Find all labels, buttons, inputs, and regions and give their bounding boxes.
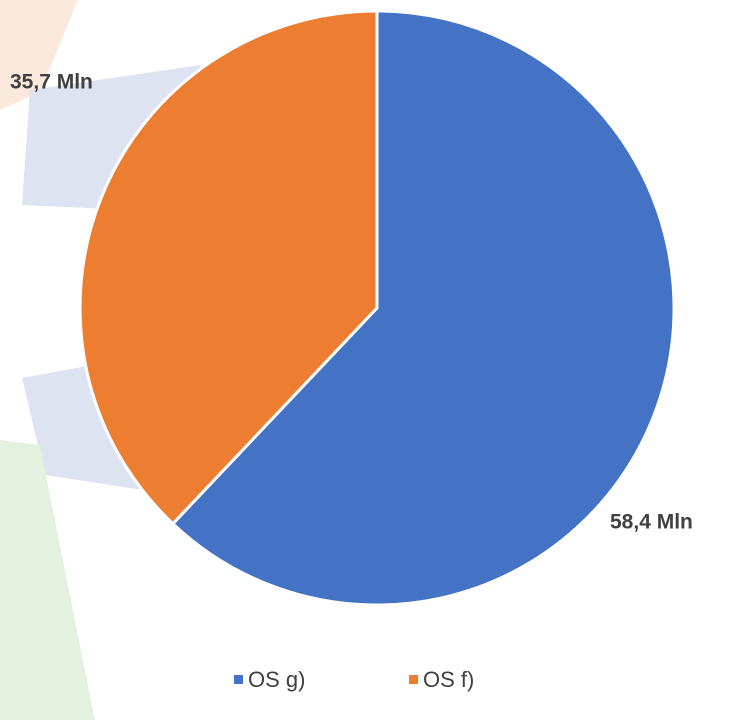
legend-swatch: [234, 675, 243, 684]
background-shape: [0, 440, 95, 720]
legend-label: OS f): [423, 667, 474, 692]
legend-label: OS g): [248, 667, 305, 692]
legend-swatch: [409, 675, 418, 684]
pie-slice: [171, 9, 676, 607]
data-labels: 58,4 Mln 35,7 Mln: [10, 71, 693, 534]
background-shape: [0, 0, 78, 110]
legend: OS g) OS f): [234, 667, 474, 692]
data-label: 58,4 Mln: [610, 511, 693, 534]
pie: [78, 9, 676, 607]
pie-slice: [78, 9, 379, 526]
data-label: 35,7 Mln: [10, 71, 93, 94]
